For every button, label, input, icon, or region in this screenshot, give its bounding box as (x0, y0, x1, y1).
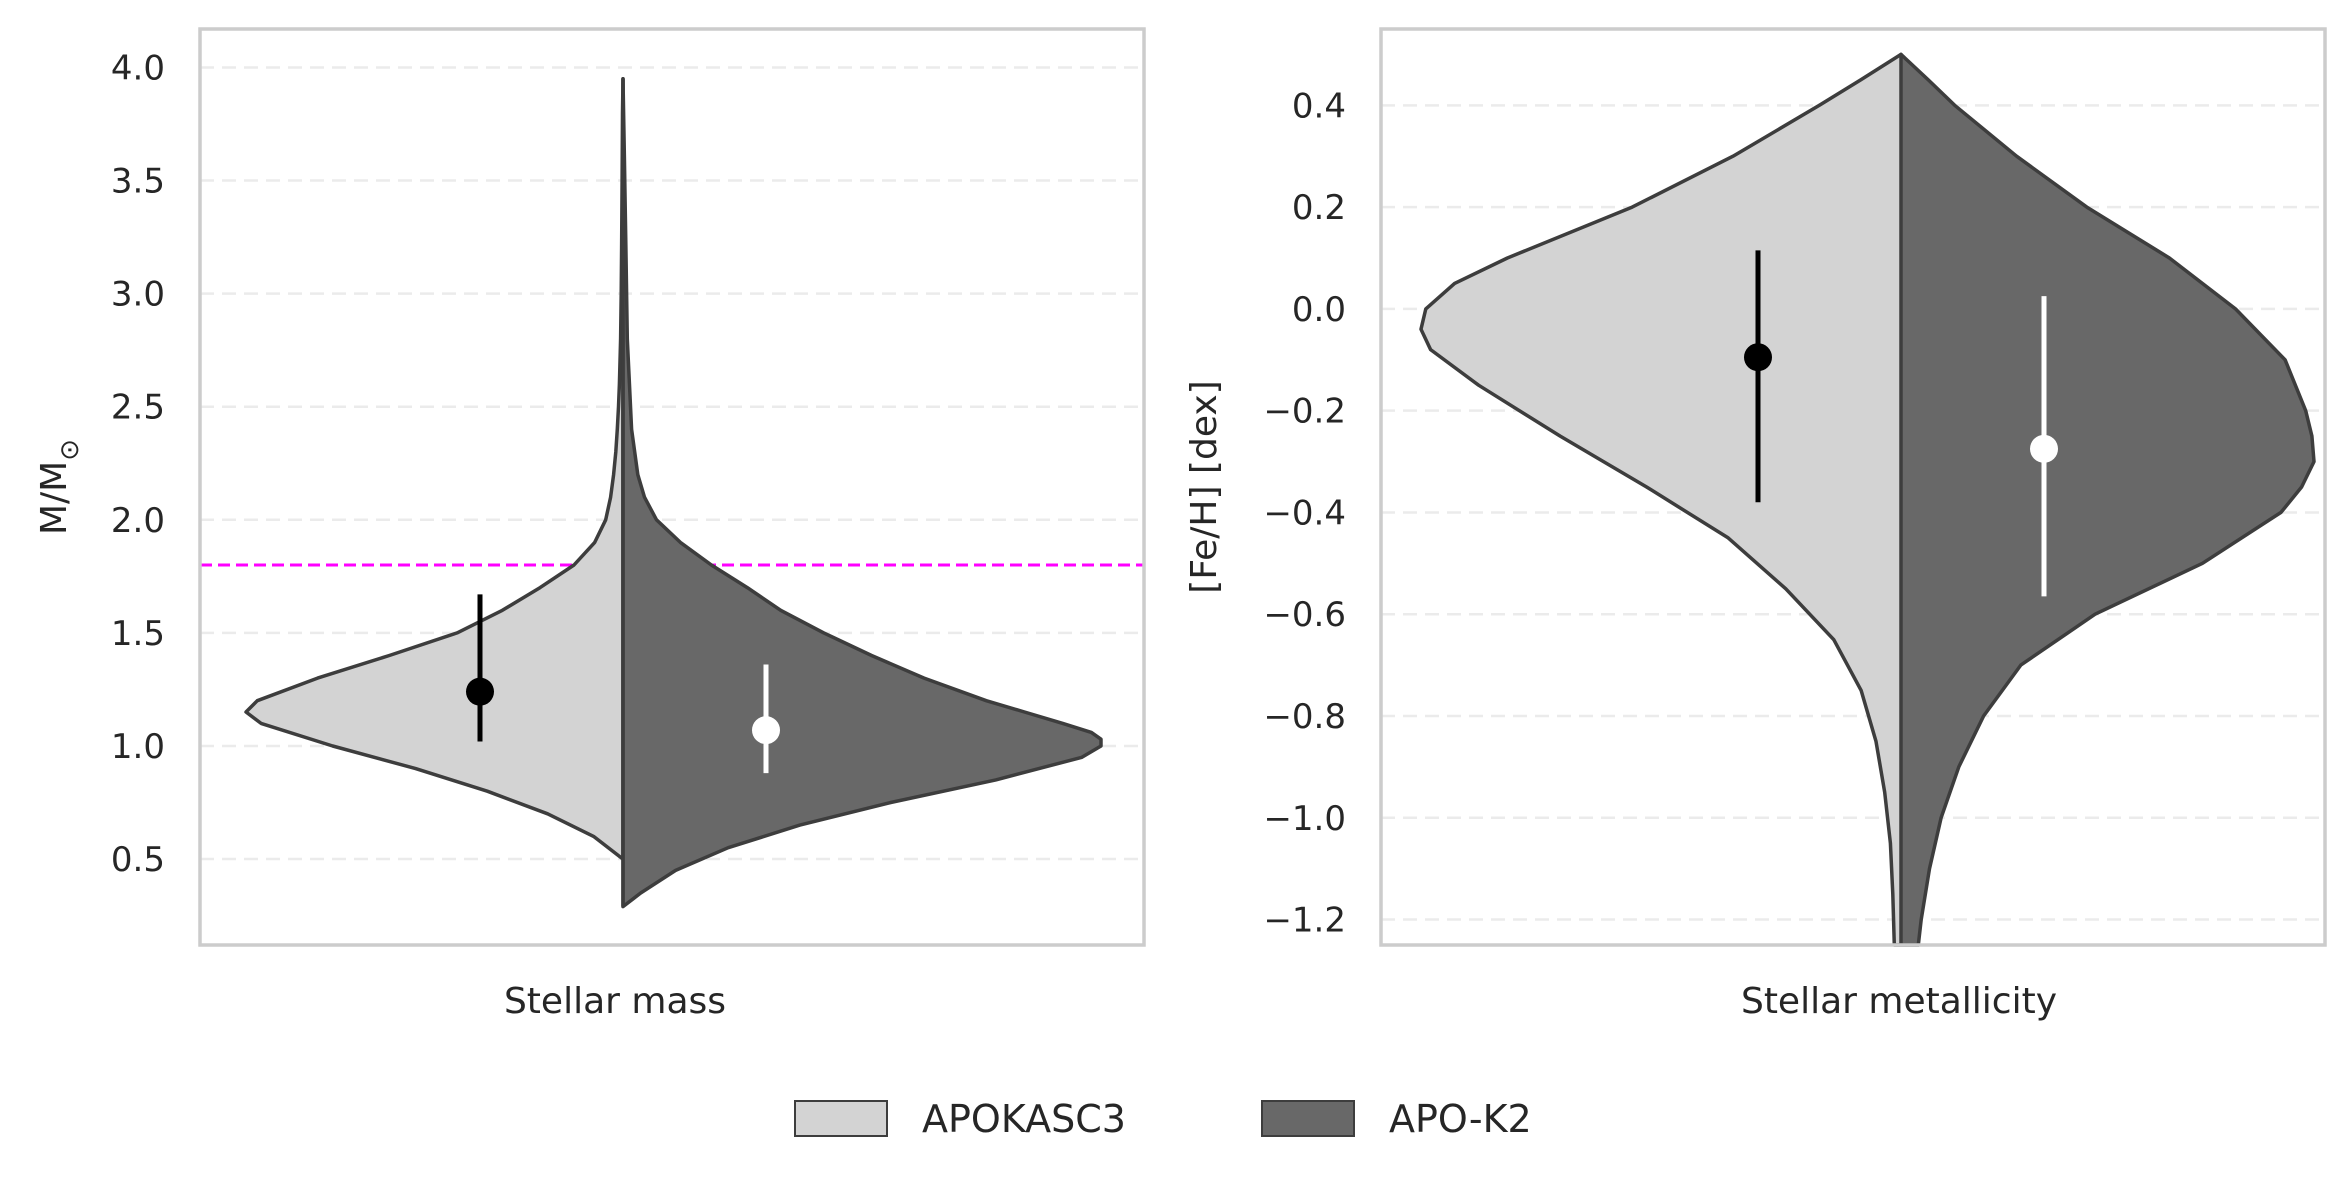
y-tick-label: −1.2 (1263, 901, 1346, 941)
plot-frame (198, 27, 1146, 947)
y-tick-label: 2.5 (111, 388, 165, 428)
median-point-apo-k2 (2030, 434, 2058, 463)
y-axis-label: [Fe/H] [dex] (1184, 380, 1225, 593)
legend: APOKASC3 APO-K2 (794, 1097, 1532, 1141)
y-tick-label: 3.0 (111, 275, 165, 315)
y-axis-label-main: M/M (34, 461, 75, 535)
y-tick-label: −0.2 (1263, 392, 1346, 432)
median-interval-layer (1744, 250, 2058, 597)
median-point-apo-k2 (752, 716, 780, 745)
violin-outline-apo-k2 (621, 77, 1103, 909)
y-tick-label: 3.5 (111, 162, 165, 202)
violin-apo-k2 (623, 78, 1101, 907)
violin-apo-k2 (1901, 54, 2314, 945)
x-axis-label: Stellar metallicity (1741, 981, 2057, 1022)
y-tick-label: 1.0 (111, 727, 165, 767)
y-tick-label: 0.2 (1292, 188, 1346, 228)
y-tick-labels: 0.5 1.0 1.5 2.0 2.5 3.0 3.5 4.0 (111, 48, 165, 880)
y-axis-label-subscript: ⊙ (55, 439, 85, 461)
violin-layer (244, 77, 1103, 909)
y-tick-label: −0.4 (1263, 493, 1346, 533)
legend-label-apo-k2: APO-K2 (1389, 1097, 1532, 1141)
violin-apokasc3 (246, 78, 623, 860)
y-tick-label: 0.4 (1292, 86, 1346, 126)
legend-swatch-apokasc3 (794, 1100, 888, 1137)
violin-layer (1419, 52, 2316, 947)
plot-frame (1379, 27, 2327, 947)
x-axis-label: Stellar mass (504, 981, 726, 1022)
y-tick-label: 2.0 (111, 501, 165, 541)
legend-swatch-apo-k2 (1261, 1100, 1355, 1137)
violin-outline-apo-k2 (1899, 52, 2316, 947)
stellar-metallicity-panel: 0.4 0.2 0.0 −0.2 −0.4 −0.6 −0.8 −1.0 −1.2 Stella… (1184, 27, 2327, 1022)
y-tick-labels: 0.4 0.2 0.0 −0.2 −0.4 −0.6 −0.8 −1.0 −1.2 (1263, 86, 1346, 940)
y-tick-label: −0.6 (1263, 595, 1346, 635)
violin-outline-apokasc3 (1419, 52, 1903, 947)
y-tick-label: −1.0 (1263, 799, 1346, 839)
legend-label-apokasc3: APOKASC3 (922, 1097, 1126, 1141)
y-tick-label: 4.0 (111, 48, 165, 88)
stellar-mass-panel: 0.5 1.0 1.5 2.0 2.5 3.0 3.5 4.0 Stellar mass M/… (34, 27, 1146, 1022)
violin-outline-apokasc3 (244, 77, 625, 861)
y-tick-label: 0.5 (111, 840, 165, 880)
y-tick-label: 0.0 (1292, 290, 1346, 330)
y-tick-label: 1.5 (111, 614, 165, 654)
median-interval-layer (466, 594, 780, 774)
y-axis-label: M/M⊙ (34, 439, 85, 535)
violin-apokasc3 (1421, 54, 1901, 945)
median-point-apokasc3 (1744, 343, 1772, 372)
y-tick-label: −0.8 (1263, 697, 1346, 737)
median-point-apokasc3 (466, 677, 494, 706)
